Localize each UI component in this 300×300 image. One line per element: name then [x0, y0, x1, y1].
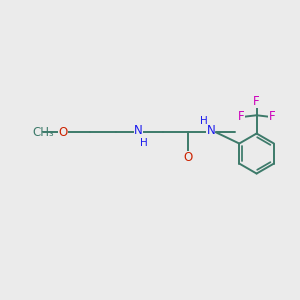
Text: O: O	[58, 126, 68, 139]
Text: N: N	[207, 124, 215, 137]
Text: N: N	[134, 124, 142, 137]
Text: H: H	[200, 116, 208, 126]
Text: F: F	[238, 110, 244, 123]
Text: H: H	[140, 138, 147, 148]
Text: F: F	[268, 110, 275, 123]
Text: CH₃: CH₃	[32, 126, 54, 139]
Text: F: F	[253, 94, 260, 108]
Text: O: O	[184, 151, 193, 164]
